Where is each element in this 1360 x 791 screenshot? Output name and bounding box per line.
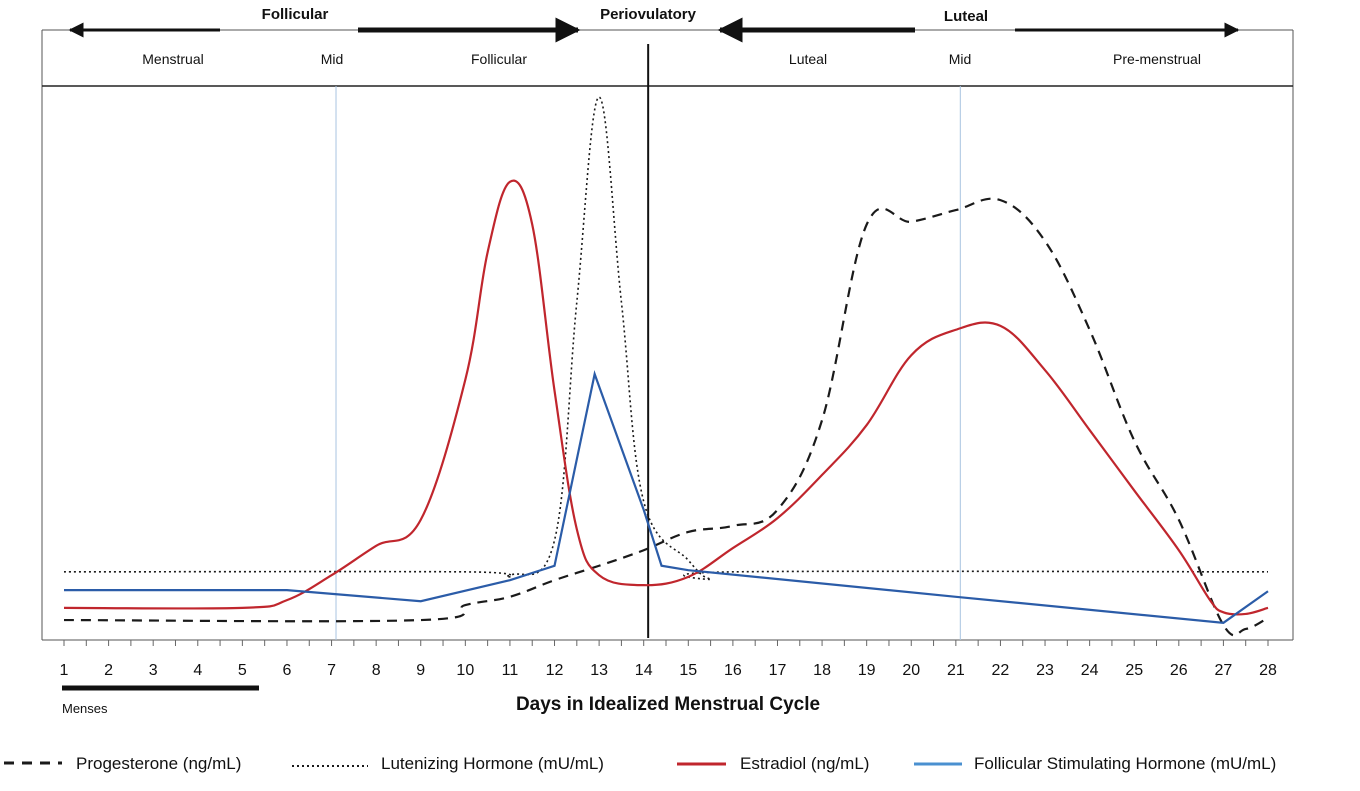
x-tick-label: 18 xyxy=(813,662,831,679)
x-tick-label: 11 xyxy=(502,662,519,679)
legend: Progesterone (ng/mL) Lutenizing Hormone … xyxy=(4,754,1276,773)
x-tick-label: 23 xyxy=(1036,662,1054,679)
x-tick-label: 24 xyxy=(1081,662,1099,679)
subphase-mid-luteal: Mid xyxy=(949,51,972,67)
x-tick-label: 12 xyxy=(546,662,564,679)
x-tick-label: 17 xyxy=(769,662,787,679)
x-tick-label: 10 xyxy=(456,662,474,679)
x-tick-label: 3 xyxy=(149,662,158,679)
menses-label: Menses xyxy=(62,701,108,716)
fsh-line xyxy=(64,370,1269,624)
x-tick-label: 4 xyxy=(193,662,202,679)
x-tick-label: 6 xyxy=(283,662,292,679)
x-tick-label: 16 xyxy=(724,662,742,679)
phase-label-periovulatory: Periovulatory xyxy=(600,6,697,23)
legend-label-progesterone: Progesterone (ng/mL) xyxy=(76,754,241,773)
x-tick-label: 2 xyxy=(104,662,113,679)
x-tick-label: 14 xyxy=(635,662,653,679)
chart-frame xyxy=(41,29,1294,641)
phase-label-luteal: Luteal xyxy=(944,8,988,25)
lh-line xyxy=(63,96,1269,581)
phase-label-follicular: Follicular xyxy=(262,6,329,23)
x-tick-label: 19 xyxy=(858,662,876,679)
progesterone-line xyxy=(63,197,1269,637)
x-tick-label: 27 xyxy=(1215,662,1233,679)
x-tick-label: 25 xyxy=(1125,662,1143,679)
subphase-mid-follicular: Mid xyxy=(321,51,344,67)
legend-label-estradiol: Estradiol (ng/mL) xyxy=(740,754,869,773)
x-tick-label: 21 xyxy=(947,662,965,679)
x-tick-label: 15 xyxy=(679,662,697,679)
x-tick-label: 22 xyxy=(992,662,1010,679)
legend-label-lh: Lutenizing Hormone (mU/mL) xyxy=(381,754,604,773)
estradiol-line xyxy=(63,179,1269,616)
subphase-menstrual: Menstrual xyxy=(142,51,203,67)
x-tick-label: 9 xyxy=(416,662,425,679)
x-axis-label: Days in Idealized Menstrual Cycle xyxy=(516,694,820,715)
x-tick-label: 1 xyxy=(60,662,69,679)
x-tick-label: 7 xyxy=(327,662,336,679)
subphase-luteal: Luteal xyxy=(789,51,827,67)
subphase-follicular: Follicular xyxy=(471,51,527,67)
x-tick-label: 13 xyxy=(590,662,608,679)
subphase-premenstrual: Pre-menstrual xyxy=(1113,51,1201,67)
x-tick-label: 26 xyxy=(1170,662,1188,679)
x-tick-label: 8 xyxy=(372,662,381,679)
x-tick-label: 20 xyxy=(902,662,920,679)
x-tick-label: 28 xyxy=(1259,662,1277,679)
x-tick-label: 5 xyxy=(238,662,247,679)
legend-label-fsh: Follicular Stimulating Hormone (mU/mL) xyxy=(974,754,1276,773)
